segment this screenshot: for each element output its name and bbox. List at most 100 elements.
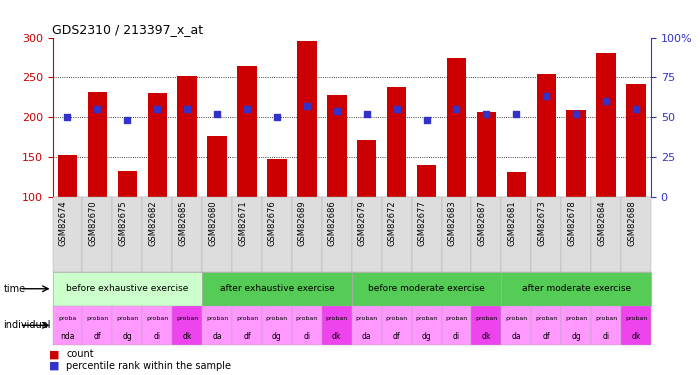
Text: GSM82670: GSM82670 <box>88 201 97 246</box>
Bar <box>351 306 382 345</box>
Text: after moderate exercise: after moderate exercise <box>522 284 631 293</box>
Point <box>241 106 253 112</box>
Bar <box>501 272 651 306</box>
Bar <box>232 306 262 345</box>
Text: GSM82681: GSM82681 <box>508 201 517 246</box>
Bar <box>447 58 466 197</box>
Text: ■: ■ <box>49 350 60 359</box>
Point <box>631 106 642 112</box>
Text: dg: dg <box>122 332 132 341</box>
Bar <box>83 306 112 345</box>
Bar <box>172 197 202 272</box>
Text: GSM82674: GSM82674 <box>59 201 67 246</box>
Text: df: df <box>393 332 400 341</box>
Text: da: da <box>512 332 521 341</box>
Text: dg: dg <box>571 332 581 341</box>
Bar <box>591 306 621 345</box>
Text: GSM82688: GSM82688 <box>627 201 636 246</box>
Text: proban: proban <box>595 316 617 321</box>
Bar <box>292 306 322 345</box>
Bar <box>118 171 137 197</box>
Text: di: di <box>303 332 310 341</box>
Text: df: df <box>94 332 102 341</box>
Text: GSM82675: GSM82675 <box>118 201 127 246</box>
Point <box>601 98 612 104</box>
Text: proban: proban <box>625 316 648 321</box>
Text: dk: dk <box>482 332 491 341</box>
Text: proban: proban <box>295 316 318 321</box>
Bar <box>88 92 107 197</box>
Bar <box>412 197 442 272</box>
Bar <box>322 197 352 272</box>
Text: individual: individual <box>4 320 51 330</box>
Text: proba: proba <box>58 316 76 321</box>
Text: dg: dg <box>272 332 282 341</box>
Text: proban: proban <box>116 316 139 321</box>
Bar <box>477 112 496 197</box>
Point <box>481 111 492 117</box>
Bar <box>351 272 501 306</box>
Point <box>391 106 402 112</box>
Bar <box>327 95 346 197</box>
Bar <box>621 197 651 272</box>
Text: before moderate exercise: before moderate exercise <box>368 284 485 293</box>
Text: da: da <box>362 332 372 341</box>
Bar <box>142 197 172 272</box>
Bar <box>412 306 442 345</box>
Bar <box>262 197 292 272</box>
Text: nda: nda <box>60 332 75 341</box>
Bar <box>416 165 436 197</box>
Bar <box>142 306 172 345</box>
Bar <box>382 197 412 272</box>
Point <box>511 111 522 117</box>
Bar <box>52 197 83 272</box>
Bar <box>472 306 501 345</box>
Text: GSM82673: GSM82673 <box>538 201 546 246</box>
Text: GSM82678: GSM82678 <box>567 201 576 246</box>
Point <box>570 111 582 117</box>
Text: count: count <box>66 350 94 359</box>
Bar <box>596 54 616 197</box>
Text: dk: dk <box>631 332 640 341</box>
Point <box>92 106 103 112</box>
Bar <box>536 74 556 197</box>
Point <box>361 111 372 117</box>
Point <box>540 93 552 99</box>
Point <box>152 106 163 112</box>
Text: df: df <box>542 332 550 341</box>
Bar <box>531 306 561 345</box>
Text: GSM82687: GSM82687 <box>477 201 486 246</box>
Text: GSM82682: GSM82682 <box>148 201 158 246</box>
Text: proban: proban <box>565 316 587 321</box>
Text: GSM82672: GSM82672 <box>388 201 397 246</box>
Point <box>211 111 223 117</box>
Text: proban: proban <box>236 316 258 321</box>
Point <box>301 103 312 109</box>
Text: df: df <box>243 332 251 341</box>
Text: proban: proban <box>266 316 288 321</box>
Text: GSM82689: GSM82689 <box>298 201 307 246</box>
Text: proban: proban <box>535 316 557 321</box>
Bar <box>501 197 531 272</box>
Bar <box>202 272 351 306</box>
Text: GSM82684: GSM82684 <box>597 201 606 246</box>
Point <box>122 117 133 123</box>
Point <box>62 114 73 120</box>
Text: proban: proban <box>475 316 498 321</box>
Text: proban: proban <box>445 316 468 321</box>
Bar <box>292 197 322 272</box>
Text: di: di <box>154 332 161 341</box>
Text: GSM82685: GSM82685 <box>178 201 187 246</box>
Text: da: da <box>212 332 222 341</box>
Text: before exhaustive exercise: before exhaustive exercise <box>66 284 188 293</box>
Bar <box>566 110 586 197</box>
Bar <box>57 155 77 197</box>
Point <box>181 106 193 112</box>
Bar <box>621 306 651 345</box>
Bar <box>148 93 167 197</box>
Bar <box>112 197 142 272</box>
Bar <box>83 197 112 272</box>
Text: ■: ■ <box>49 361 60 370</box>
Text: proban: proban <box>86 316 108 321</box>
Text: proban: proban <box>146 316 169 321</box>
